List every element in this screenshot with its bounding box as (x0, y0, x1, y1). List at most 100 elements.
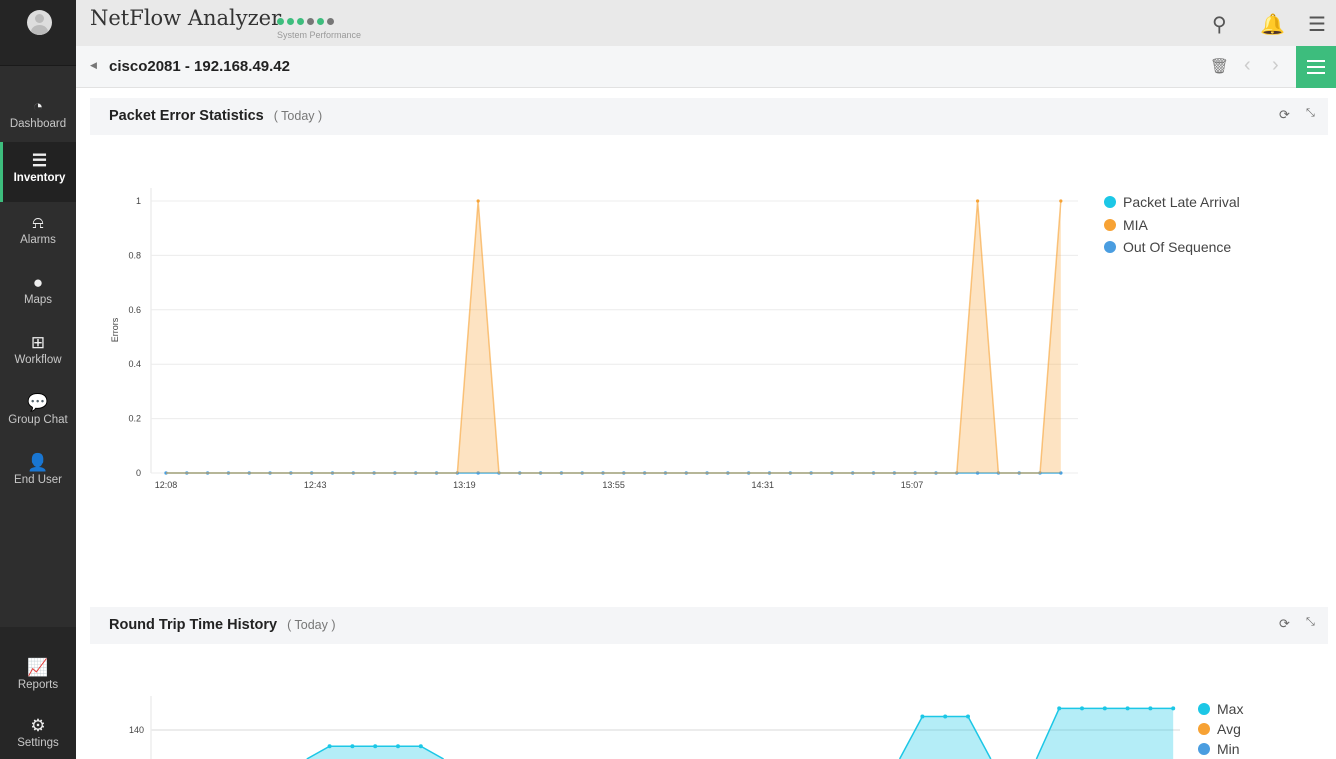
data-point (913, 471, 917, 475)
series-area-max (306, 746, 444, 759)
data-point (455, 471, 459, 475)
data-point (684, 471, 688, 475)
refresh-icon[interactable]: ⟳ (1279, 107, 1290, 122)
data-point (851, 471, 855, 475)
legend-item[interactable]: Out Of Sequence (1104, 236, 1240, 259)
sidebar-item-group-chat[interactable]: 💬 Group Chat (0, 384, 76, 444)
sidebar-item-dashboard[interactable]: ◔ Dashboard (0, 88, 76, 148)
data-point (1171, 706, 1176, 711)
data-point (330, 471, 335, 475)
previous-icon[interactable]: ‹ (1244, 54, 1251, 76)
data-point (996, 471, 1001, 475)
data-point (418, 744, 423, 749)
data-point (705, 471, 709, 475)
y-tick-label: 140 (129, 725, 144, 735)
search-icon[interactable]: ⚲ (1212, 14, 1227, 36)
bell-icon[interactable]: 🔔 (1260, 14, 1285, 36)
app-title: NetFlow Analyzer (90, 6, 282, 30)
x-tick-label: 12:43 (304, 480, 327, 490)
data-point (892, 471, 896, 475)
x-tick-label: 15:07 (901, 480, 924, 490)
data-point (920, 714, 925, 719)
data-point (538, 471, 543, 475)
x-tick-label: 13:55 (602, 480, 625, 490)
legend-item[interactable]: MIA (1104, 214, 1240, 237)
avatar[interactable] (27, 10, 52, 35)
data-point (289, 471, 293, 475)
data-point (372, 471, 376, 475)
sidebar-item-end-user[interactable]: 👤 End User (0, 444, 76, 504)
legend-item[interactable]: Max (1198, 699, 1243, 719)
data-point (975, 199, 980, 203)
data-point (809, 471, 813, 475)
sidebar-item-reports[interactable]: 📈 Reports (0, 649, 76, 701)
sidebar-item-label: Alarms (20, 234, 56, 246)
data-point (601, 471, 605, 475)
data-point (788, 471, 792, 475)
series-area-max (899, 716, 991, 759)
y-tick-label: 0 (136, 468, 141, 478)
data-point (684, 471, 688, 475)
data-point (996, 471, 1001, 475)
sidebar-item-workflow[interactable]: ⊞ Workflow (0, 324, 76, 384)
data-point (206, 471, 210, 475)
sidebar-item-label: End User (14, 474, 62, 486)
data-point (476, 471, 480, 475)
data-point (1125, 706, 1130, 711)
data-point (1038, 471, 1042, 475)
sidebar-item-settings[interactable]: ⚙ Settings (0, 707, 76, 759)
series-area-max (1036, 708, 1174, 759)
expand-icon[interactable]: ⤡ (1306, 107, 1315, 119)
data-point (268, 471, 272, 475)
data-point (747, 471, 751, 475)
expand-icon[interactable]: ⤡ (1306, 616, 1315, 628)
menu-button[interactable] (1296, 46, 1336, 88)
sidebar-bottom: 📈 Reports ⚙ Settings (0, 627, 76, 759)
trash-icon[interactable]: 🗑 (1210, 58, 1230, 75)
data-point (601, 471, 605, 475)
data-point (206, 471, 210, 475)
sidebar-item-inventory[interactable]: ☰ Inventory (0, 142, 76, 202)
legend-item[interactable]: Avg (1198, 719, 1243, 739)
series-line-max (306, 745, 444, 759)
y-tick-label: 1 (136, 196, 141, 206)
data-point (892, 471, 896, 475)
performance-dot (327, 18, 334, 25)
data-point (226, 471, 231, 475)
sidebar-item-label: Inventory (13, 172, 66, 184)
data-point (934, 471, 938, 475)
performance-dot (307, 18, 314, 25)
legend-label: Packet Late Arrival (1123, 194, 1240, 211)
device-bar: ◀ cisco2081 - 192.168.49.42 🗑 ‹ › (76, 46, 1336, 88)
data-point (1038, 471, 1042, 475)
top-header: NetFlow Analyzer System Performance ⚲ 🔔 … (76, 0, 1336, 46)
y-axis-label: Errors (110, 317, 120, 342)
data-point (393, 471, 397, 475)
legend-label: Min (1217, 741, 1240, 757)
data-point (414, 471, 418, 475)
data-point (643, 471, 647, 475)
sidebar: ◔ Dashboard ☰ Inventory ⍾ Alarms ● Maps ⊞ Wor… (0, 0, 76, 759)
collapse-arrow-icon[interactable]: ◀ (90, 60, 97, 70)
panel-period: ( Today ) (287, 618, 336, 632)
data-point (497, 471, 501, 475)
data-point (372, 471, 376, 475)
legend-item[interactable]: Min (1198, 739, 1243, 759)
alarm-icon: ⍾ (32, 213, 44, 232)
filter-settings-icon[interactable]: ☰ (1308, 14, 1326, 36)
data-point (393, 471, 397, 475)
sidebar-item-maps[interactable]: ● Maps (0, 264, 76, 324)
legend-swatch (1104, 218, 1116, 231)
data-point (622, 471, 626, 475)
workflow-icon: ⊞ (30, 333, 46, 352)
legend-item[interactable]: Packet Late Arrival (1104, 191, 1240, 214)
sidebar-item-label: Maps (23, 294, 53, 306)
refresh-icon[interactable]: ⟳ (1279, 616, 1290, 631)
system-performance-indicator[interactable]: System Performance (277, 12, 361, 40)
data-point (580, 471, 584, 475)
next-icon[interactable]: › (1272, 54, 1279, 76)
data-point (1148, 706, 1153, 711)
data-point (247, 471, 251, 475)
series-area-mia (166, 201, 1061, 473)
sidebar-item-alarms[interactable]: ⍾ Alarms (0, 204, 76, 264)
